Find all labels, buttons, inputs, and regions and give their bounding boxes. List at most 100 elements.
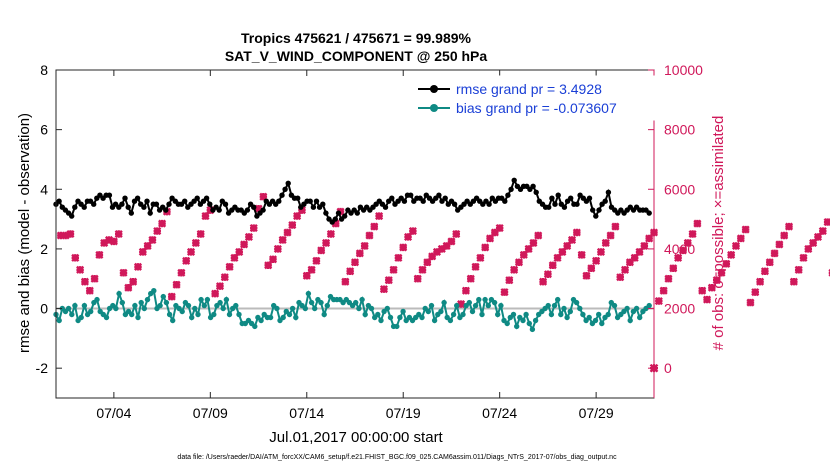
obs-marker	[288, 221, 297, 230]
obs-marker	[582, 271, 591, 280]
rmse-point	[354, 210, 360, 216]
left-y-tick-label: -2	[36, 360, 49, 376]
rmse-point	[119, 201, 125, 207]
bias-point	[103, 314, 110, 321]
left-y-tick-label: 0	[40, 301, 48, 317]
rmse-point	[91, 201, 97, 207]
rmse-point	[646, 210, 652, 216]
bias-point	[466, 299, 472, 306]
bias-point	[460, 311, 466, 318]
bias-point	[548, 311, 555, 318]
obs-marker	[138, 247, 147, 256]
data-file-footer: data file: /Users/raeder/DAI/ATM_forcXX/…	[177, 454, 617, 461]
bias-point	[151, 288, 157, 294]
rmse-point	[555, 192, 561, 198]
bias-point	[425, 308, 431, 315]
axes-frame	[55, 69, 655, 399]
bias-point	[627, 317, 633, 324]
rmse-point	[153, 201, 160, 207]
bias-point	[267, 314, 274, 321]
obs-marker	[741, 225, 750, 234]
obs-marker	[789, 277, 798, 286]
obs-marker	[495, 223, 504, 233]
obs-marker	[621, 265, 630, 274]
legend-rmse-marker	[430, 85, 438, 93]
rmse-point	[546, 204, 552, 210]
obs-marker	[524, 244, 533, 253]
obs-marker	[510, 265, 519, 274]
bias-point	[394, 323, 400, 330]
obs-marker	[100, 238, 109, 247]
bias-point	[274, 305, 280, 312]
rmse-point	[574, 201, 580, 207]
left-y-tick-label: 4	[40, 181, 48, 197]
obs-marker	[196, 229, 205, 239]
obs-marker	[119, 268, 128, 277]
obs-marker	[669, 264, 678, 273]
rmse-point	[106, 192, 113, 198]
bias-point	[472, 302, 479, 309]
bias-point	[220, 305, 226, 312]
bias-point	[201, 302, 207, 309]
bias-point	[135, 314, 141, 321]
bias-point	[144, 296, 151, 303]
obs-marker	[85, 286, 94, 295]
obs-marker	[322, 238, 331, 247]
obs-marker	[664, 274, 673, 283]
bias-point	[356, 305, 362, 312]
obs-marker	[674, 253, 683, 262]
bias-point	[438, 308, 444, 315]
bias-series	[53, 288, 652, 333]
obs-marker	[563, 241, 572, 250]
obs-marker	[813, 232, 823, 242]
rmse-point	[295, 195, 301, 201]
obs-marker	[177, 268, 186, 277]
rmse-point	[56, 198, 62, 204]
obs-marker	[756, 277, 765, 286]
obs-marker	[799, 253, 808, 262]
bias-point	[599, 320, 605, 327]
rmse-point	[125, 204, 131, 210]
bias-point	[400, 308, 406, 315]
obs-marker	[611, 222, 620, 231]
obs-marker	[775, 240, 784, 249]
bias-point	[514, 323, 520, 330]
obs-marker	[182, 256, 191, 265]
bias-point	[504, 320, 510, 327]
bias-point	[611, 302, 618, 309]
right-y-tick-label: 0	[664, 360, 672, 376]
bias-point	[479, 311, 485, 318]
bias-point	[567, 308, 573, 315]
rmse-point	[549, 195, 555, 201]
rmse-point	[436, 192, 442, 198]
rmse-point	[486, 201, 492, 207]
obs-marker	[654, 297, 663, 306]
obs-marker	[104, 235, 114, 245]
bias-point	[81, 302, 88, 309]
rmse-point	[134, 195, 141, 201]
rmse-point	[222, 201, 229, 207]
rmse-point	[408, 192, 414, 198]
bias-point	[88, 308, 94, 315]
obs-marker	[548, 261, 557, 270]
rmse-point	[552, 201, 558, 207]
rmse-point	[260, 207, 266, 213]
obs-marker	[341, 277, 350, 286]
rmse-point	[122, 195, 128, 201]
bias-point	[160, 293, 166, 300]
bias-point	[286, 311, 293, 318]
obs-marker	[240, 240, 249, 249]
rmse-point	[144, 198, 150, 204]
rmse-point	[590, 207, 596, 213]
obs-marker	[485, 234, 495, 243]
rmse-point	[182, 198, 188, 204]
obs-marker	[80, 277, 89, 286]
obs-marker	[297, 206, 307, 215]
right-y-tick-label: 8000	[664, 122, 695, 138]
obs-marker	[423, 258, 432, 267]
obs-marker	[56, 231, 65, 240]
obs-marker	[707, 283, 716, 292]
obs-marker	[505, 276, 514, 285]
obs-marker	[543, 270, 552, 279]
left-y-tick-label: 6	[40, 122, 48, 138]
